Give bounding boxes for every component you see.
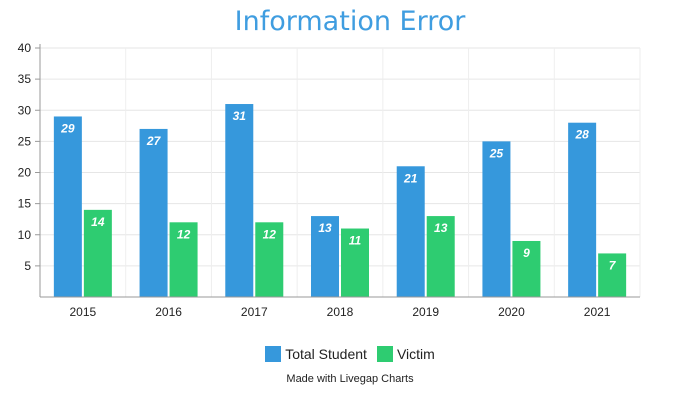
x-tick-label-2020: 2020 [498, 305, 525, 319]
bar-victim-2015 [83, 209, 112, 297]
legend-swatch-total-student [265, 346, 282, 362]
data-label-total-student-2016: 27 [146, 134, 162, 148]
bar-total-student-2017 [225, 104, 254, 298]
y-tick-label-35: 35 [18, 72, 32, 86]
y-tick-label-30: 30 [18, 103, 32, 117]
bar-victim-2017 [255, 222, 284, 297]
chart-legend: Total Student Victim [0, 346, 700, 362]
data-label-total-student-2021: 28 [574, 128, 589, 142]
bar-victim-2020 [512, 240, 541, 297]
x-tick-label-2018: 2018 [327, 305, 354, 319]
data-label-victim-2020: 9 [523, 246, 530, 260]
data-label-total-student-2020: 25 [489, 146, 504, 160]
x-tick-label-2017: 2017 [241, 305, 268, 319]
bar-victim-2018 [341, 228, 369, 297]
legend-item-total-student[interactable]: Total Student [265, 346, 367, 362]
bar-total-student-2015 [53, 116, 82, 297]
legend-swatch-victim [376, 346, 393, 362]
y-tick-label-15: 15 [18, 197, 32, 211]
bar-victim-2016 [169, 222, 198, 297]
data-label-total-student-2018: 13 [318, 221, 332, 235]
bar-total-student-2018 [311, 216, 339, 297]
data-label-total-student-2015: 29 [60, 121, 75, 135]
y-tick-label-5: 5 [24, 259, 31, 273]
bar-victim-2019 [426, 216, 455, 297]
data-label-victim-2018: 11 [349, 234, 362, 248]
bar-total-student-2020 [482, 141, 511, 297]
chart-title: Information Error [234, 6, 466, 37]
bar-total-student-2019 [396, 166, 425, 297]
y-tick-label-10: 10 [18, 228, 32, 242]
bar-victim-2021 [598, 253, 627, 297]
y-tick-label-20: 20 [18, 166, 32, 180]
bar-chart: 5 10 15 20 25 30 35 40 29 14 2015 27 12 2016 31 12 2017 1… [18, 41, 641, 319]
y-tick-label-25: 25 [18, 134, 32, 148]
data-label-victim-2019: 13 [434, 221, 448, 235]
x-tick-label-2021: 2021 [584, 305, 611, 319]
credit-text: Made with Livegap Charts [286, 373, 414, 385]
x-tick-label-2019: 2019 [412, 305, 439, 319]
data-label-total-student-2017: 31 [233, 109, 247, 123]
data-label-victim-2021: 7 [609, 258, 617, 272]
x-tick-label-2016: 2016 [155, 305, 182, 319]
y-tick-label-40: 40 [18, 41, 32, 55]
data-label-victim-2016: 12 [177, 227, 191, 241]
x-tick-label-2015: 2015 [70, 305, 97, 319]
data-label-total-student-2019: 21 [403, 171, 418, 185]
data-label-victim-2017: 12 [263, 227, 277, 241]
legend-label-victim: Victim [396, 346, 435, 362]
bar-total-student-2016 [139, 128, 168, 297]
bar-total-student-2021 [568, 122, 597, 297]
legend-item-victim[interactable]: Victim [376, 346, 435, 362]
legend-label-total-student: Total Student [285, 346, 367, 362]
data-label-victim-2015: 14 [91, 215, 105, 229]
